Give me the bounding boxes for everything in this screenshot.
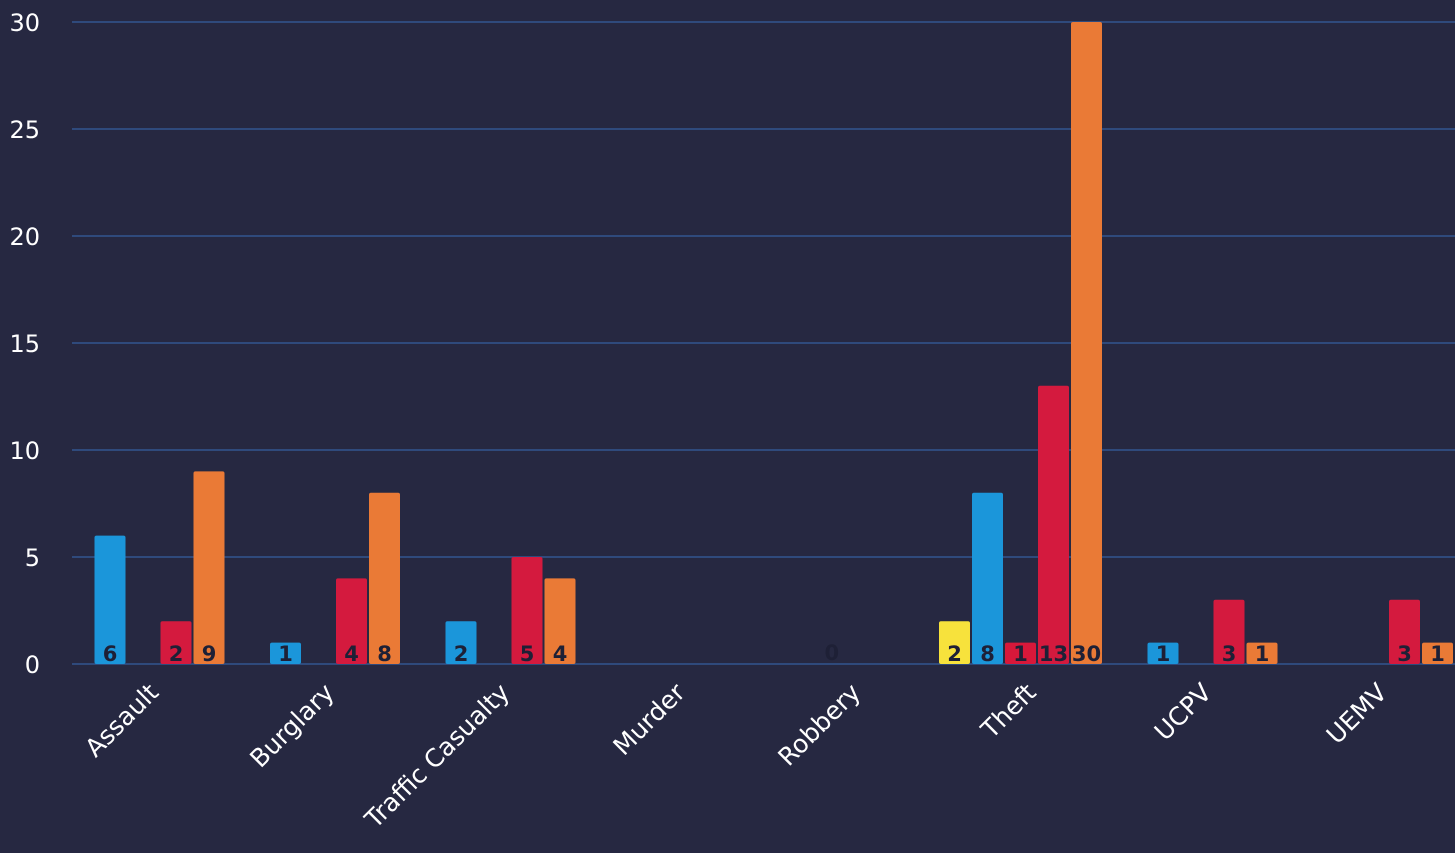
x-category-label: Murder [607,677,691,761]
bar [193,471,225,664]
bar-value-label: 1 [1156,642,1171,666]
bar-value-label: 0 [824,641,839,665]
x-category-label: Traffic Casualty [359,678,516,835]
bar [511,557,543,664]
bar [270,642,301,664]
bar [160,621,192,664]
y-tick-label: 0 [25,651,40,679]
bar-value-label: 2 [947,642,962,666]
x-category-label: Theft [975,678,1042,745]
bar [1246,642,1278,664]
bar-value-label: 5 [520,642,535,666]
bar-value-label: 30 [1072,642,1101,666]
y-tick-label: 25 [9,116,40,144]
bar [1389,599,1420,664]
y-tick-label: 20 [9,223,40,251]
bar-value-label: 2 [169,642,184,666]
bar [1038,385,1069,664]
bar-value-label: 13 [1039,642,1068,666]
bar-value-label: 4 [553,642,568,666]
bar-value-label: 9 [202,642,217,666]
bars [94,22,1453,664]
bar [1005,642,1036,664]
x-category-label: Burglary [244,678,340,774]
bar [445,621,477,664]
bar [94,535,126,664]
x-category-label: UEMV [1321,678,1393,750]
bar [369,492,400,664]
y-tick-label: 10 [9,437,40,465]
y-tick-label: 15 [9,330,40,358]
bar-value-label: 6 [103,642,118,666]
bar [336,578,367,664]
y-axis: 0 5 10 15 20 25 30 [9,9,40,679]
bar-value-label: 3 [1222,642,1237,666]
bar-value-label: 3 [1397,642,1412,666]
bar-value-label: 1 [278,642,293,666]
bar-value-label: 1 [1013,642,1028,666]
x-axis: Assault Burglary Traffic Casualty Murder Rob… [79,677,1392,834]
bar-value-label: 8 [980,642,995,666]
bar [972,492,1003,664]
bar [939,621,970,664]
bar-value-label: 2 [454,642,469,666]
gridlines [72,21,1455,665]
bar [1422,642,1453,664]
bar-value-label: 1 [1255,642,1270,666]
bar [544,578,576,664]
bar-labels: 26 1 2 8 112 4 5 13 3 39 8 4 30 1 10 [103,641,1445,666]
bar-value-label: 4 [344,642,359,666]
y-tick-label: 5 [25,544,40,572]
bar [1071,22,1102,664]
x-category-label: UCPV [1149,678,1218,747]
bar-value-label: 8 [377,642,392,666]
bar [1147,642,1179,664]
bar-value-label: 1 [1430,642,1445,666]
x-category-label: Assault [79,678,164,763]
y-tick-label: 30 [9,9,40,37]
x-category-label: Robbery [772,678,866,772]
bar [1213,599,1245,664]
